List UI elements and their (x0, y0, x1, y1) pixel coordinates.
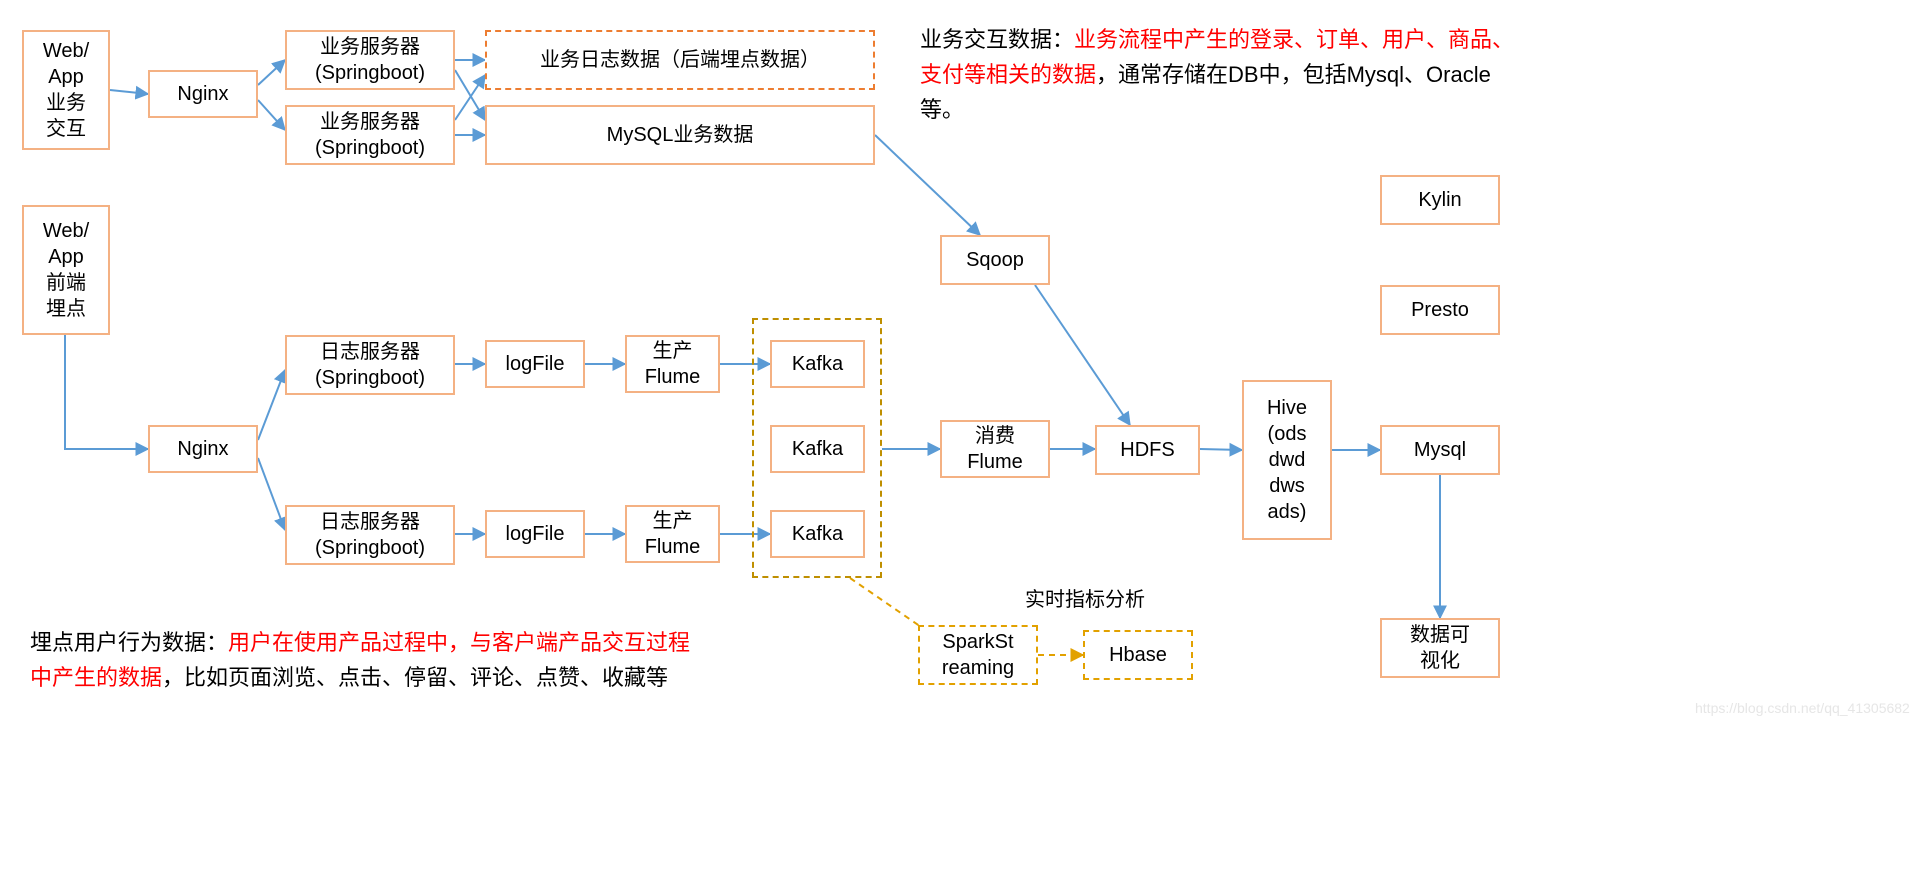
node-label: Sqoop (966, 247, 1024, 273)
node-label: Web/ App 业务 交互 (43, 38, 89, 142)
node-label: Hbase (1109, 642, 1167, 668)
edge-web-app-frontend-nginx-2 (65, 335, 148, 449)
node-sparkstreaming: SparkSt reaming (918, 625, 1038, 685)
node-consume-flume: 消费 Flume (940, 420, 1050, 478)
edge-biz-server-2-biz-log-data (455, 75, 485, 120)
node-nginx-2: Nginx (148, 425, 258, 473)
node-label: HDFS (1120, 437, 1174, 463)
node-hbase: Hbase (1083, 630, 1193, 680)
node-biz-log-data: 业务日志数据（后端埋点数据） (485, 30, 875, 90)
node-biz-server-2: 业务服务器 (Springboot) (285, 105, 455, 165)
annotation-segment: 埋点用户行为数据： (30, 630, 228, 655)
node-label: 日志服务器 (Springboot) (315, 339, 425, 391)
node-label: Kafka (792, 521, 843, 547)
node-label: Nginx (177, 81, 228, 107)
node-label: Presto (1411, 297, 1469, 323)
node-label: 实时指标分析 (1025, 587, 1145, 613)
node-label: Mysql (1414, 437, 1466, 463)
edge-nginx-1-biz-server-2 (258, 100, 285, 130)
node-kafka-1: Kafka (770, 340, 865, 388)
node-prod-flume-2: 生产 Flume (625, 505, 720, 563)
node-label: 业务服务器 (Springboot) (315, 109, 425, 161)
edge-nginx-2-log-server-1 (258, 370, 285, 440)
node-mysql-out: Mysql (1380, 425, 1500, 475)
node-prod-flume-1: 生产 Flume (625, 335, 720, 393)
node-label: Kafka (792, 436, 843, 462)
node-biz-server-1: 业务服务器 (Springboot) (285, 30, 455, 90)
node-label: Kylin (1418, 187, 1461, 213)
node-label: SparkSt reaming (942, 629, 1014, 681)
node-kafka-3: Kafka (770, 510, 865, 558)
watermark: https://blog.csdn.net/qq_41305682 (1695, 700, 1910, 716)
node-kylin: Kylin (1380, 175, 1500, 225)
annotation-segment: 业务交互数据： (920, 27, 1074, 52)
edge-mysql-biz-sqoop (875, 135, 980, 235)
node-label: 业务日志数据（后端埋点数据） (540, 47, 820, 73)
node-label: 数据可 视化 (1410, 622, 1470, 674)
node-label: Nginx (177, 436, 228, 462)
node-label: 日志服务器 (Springboot) (315, 509, 425, 561)
node-hive: Hive (ods dwd dws ads) (1242, 380, 1332, 540)
node-label: 生产 Flume (645, 508, 701, 560)
node-label: 消费 Flume (967, 423, 1023, 475)
node-sqoop: Sqoop (940, 235, 1050, 285)
node-logfile-1: logFile (485, 340, 585, 388)
node-web-app-frontend: Web/ App 前端 埋点 (22, 205, 110, 335)
edge-web-app-biz-nginx-1 (110, 90, 148, 94)
node-label: 业务服务器 (Springboot) (315, 34, 425, 86)
ann-top: 业务交互数据：业务流程中产生的登录、订单、用户、商品、支付等相关的数据，通常存储… (920, 22, 1530, 128)
node-label: logFile (506, 521, 565, 547)
edge-sqoop-hdfs (1035, 285, 1130, 425)
node-hdfs: HDFS (1095, 425, 1200, 475)
annotation-segment: ，比如页面浏览、点击、停留、评论、点赞、收藏等 (162, 665, 668, 690)
node-presto: Presto (1380, 285, 1500, 335)
ann-bottom: 埋点用户行为数据：用户在使用产品过程中，与客户端产品交互过程中产生的数据，比如页… (30, 625, 710, 695)
node-web-app-biz: Web/ App 业务 交互 (22, 30, 110, 150)
node-data-viz: 数据可 视化 (1380, 618, 1500, 678)
node-label: Kafka (792, 351, 843, 377)
node-kafka-2: Kafka (770, 425, 865, 473)
node-label: Web/ App 前端 埋点 (43, 218, 89, 322)
node-label: MySQL业务数据 (607, 122, 754, 148)
node-realtime-label: 实时指标分析 (995, 585, 1175, 615)
node-mysql-biz: MySQL业务数据 (485, 105, 875, 165)
node-nginx-1: Nginx (148, 70, 258, 118)
edge-nginx-1-biz-server-1 (258, 60, 285, 85)
edge-hdfs-hive (1200, 449, 1242, 450)
node-label: Hive (ods dwd dws ads) (1267, 395, 1307, 525)
node-logfile-2: logFile (485, 510, 585, 558)
node-log-server-1: 日志服务器 (Springboot) (285, 335, 455, 395)
edge-nginx-2-log-server-2 (258, 458, 285, 530)
node-log-server-2: 日志服务器 (Springboot) (285, 505, 455, 565)
node-label: 生产 Flume (645, 338, 701, 390)
node-label: logFile (506, 351, 565, 377)
edge-biz-server-1-mysql-biz (455, 70, 485, 120)
